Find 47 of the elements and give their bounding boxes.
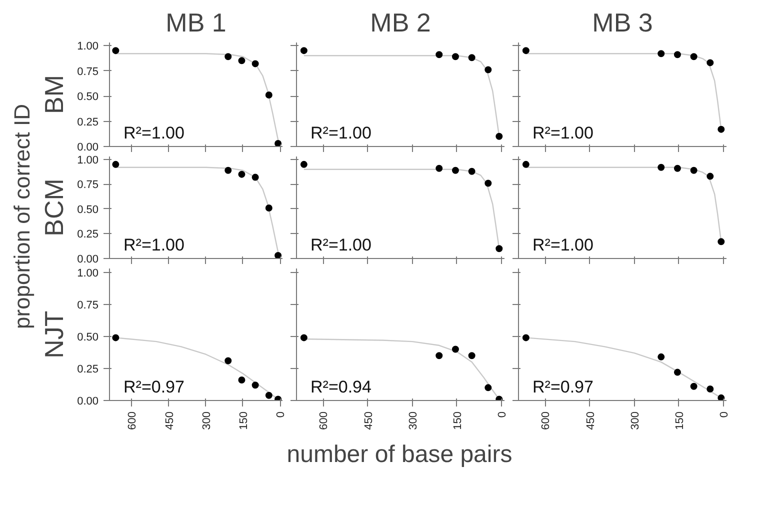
annotation: R²=0.94: [310, 378, 372, 396]
y-tick-label: 0.75: [77, 66, 99, 78]
x-tick-label: 600: [540, 411, 552, 430]
y-tick-label: 1.00: [77, 154, 99, 166]
y-tick-label: 0.25: [77, 228, 99, 241]
y-tick-label: 0.00: [77, 396, 99, 408]
annotation: R²=1.00: [532, 236, 594, 254]
x-tick-label: 450: [362, 411, 375, 430]
y-tick-label: 0.00: [77, 254, 99, 266]
y-tick-label: 0.50: [77, 204, 99, 216]
x-tick-label: 300: [629, 411, 642, 430]
y-tick-label: 1.00: [77, 40, 99, 53]
chart-title: MB 1: [166, 8, 226, 38]
x-tick-label: 450: [584, 411, 597, 430]
y-tick-label: 0.00: [77, 142, 99, 154]
x-tick-label: 600: [318, 411, 330, 430]
x-tick-label: 600: [126, 411, 139, 430]
annotation: R²=0.97: [124, 378, 184, 396]
annotation: R²=1.00: [310, 124, 372, 142]
annotation: R²=1.00: [124, 124, 184, 142]
text: number of base pairs: [286, 441, 512, 468]
x-tick-label: 150: [452, 411, 464, 430]
y-tick-label: 0.25: [77, 363, 99, 376]
annotation: R²=0.97: [532, 378, 594, 396]
y-tick-label: 0.25: [77, 116, 99, 128]
x-tick-label: 0: [275, 411, 288, 418]
x-tick-label: 450: [164, 411, 176, 430]
annotation: R²=1.00: [124, 236, 184, 254]
y-tick-label: 0.50: [77, 91, 99, 104]
x-tick-label: 0: [496, 411, 509, 418]
x-tick-label: 300: [407, 411, 420, 430]
annotation: R²=1.00: [310, 236, 372, 254]
x-tick-label: 150: [674, 411, 686, 430]
annotation: R²=1.00: [532, 124, 594, 142]
y-axis-title: NJT: [39, 310, 70, 358]
y-tick-label: 0.75: [77, 299, 99, 312]
chart-title: MB 2: [370, 8, 431, 38]
x-tick-label: 300: [200, 411, 213, 430]
y-tick-label: 0.50: [77, 331, 99, 344]
y-tick-label: 1.00: [77, 267, 99, 280]
text: proportion of correct ID: [10, 104, 35, 329]
x-tick-label: 150: [238, 411, 250, 430]
y-tick-label: 0.75: [77, 179, 99, 192]
y-axis-title: BM: [39, 75, 70, 114]
x-tick-label: 0: [718, 411, 731, 418]
chart-title: MB 3: [592, 8, 653, 38]
y-axis-title: BCM: [39, 178, 70, 236]
